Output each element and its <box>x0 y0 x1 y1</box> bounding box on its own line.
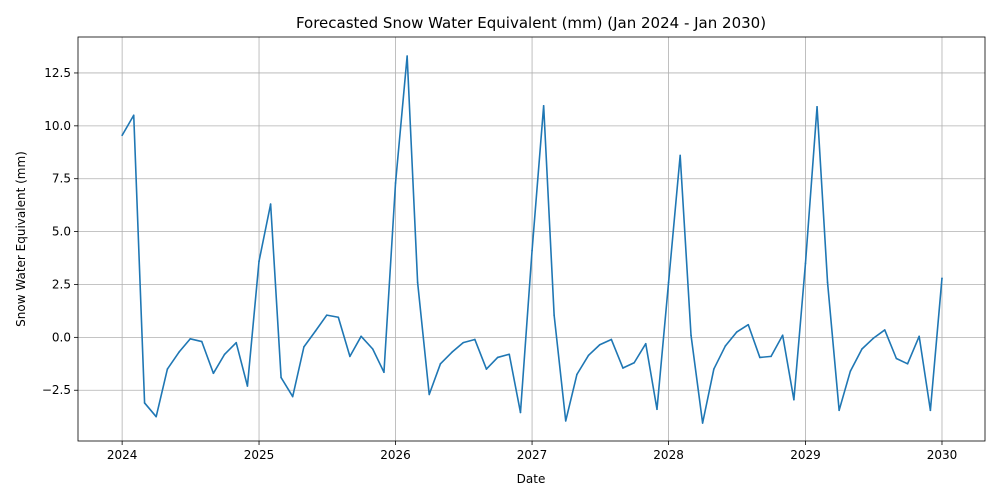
data-point <box>644 342 647 345</box>
data-point <box>941 277 943 279</box>
data-point <box>406 55 408 57</box>
data-point <box>849 370 852 373</box>
data-point <box>349 355 351 358</box>
data-point <box>793 398 795 401</box>
data-point <box>178 351 180 353</box>
y-axis-title: Snow Water Equivalent (mm) <box>14 151 28 327</box>
data-point <box>246 385 249 387</box>
y-tick-label: 7.5 <box>52 172 71 186</box>
data-point <box>280 376 282 379</box>
data-point <box>576 373 578 376</box>
data-point <box>679 154 681 157</box>
data-point <box>883 329 886 331</box>
data-point <box>394 182 397 184</box>
x-tick-label: 2025 <box>244 448 275 462</box>
data-point <box>258 260 260 263</box>
x-axis-title: Date <box>517 472 546 486</box>
x-axis-ticks: 2024 2025 2026 2027 2028 2029 2030 <box>107 441 957 462</box>
chart-title: Forecasted Snow Water Equivalent (mm) (J… <box>296 14 766 32</box>
data-point <box>667 281 670 284</box>
data-point <box>201 340 203 343</box>
data-point <box>337 316 340 319</box>
data-point <box>371 348 374 350</box>
data-point <box>383 371 385 374</box>
y-tick-label: −2.5 <box>42 383 71 397</box>
y-tick-label: 5.0 <box>52 225 71 239</box>
data-point <box>804 262 807 265</box>
series-layer <box>121 55 943 424</box>
data-point <box>519 411 522 414</box>
data-point <box>474 338 476 341</box>
y-tick-label: 12.5 <box>44 66 71 80</box>
x-tick-label: 2027 <box>517 448 548 462</box>
plot-frame <box>77 36 986 442</box>
data-point <box>485 368 488 370</box>
data-point <box>826 281 829 284</box>
y-tick-label: 2.5 <box>52 277 71 291</box>
data-point <box>508 353 511 356</box>
data-point <box>759 356 761 359</box>
data-point <box>610 338 613 341</box>
plot-area-background <box>78 37 985 441</box>
data-point <box>633 361 635 364</box>
data-point <box>325 314 328 316</box>
data-point <box>872 337 874 340</box>
data-point <box>724 345 727 347</box>
data-point <box>223 353 226 356</box>
data-point <box>838 409 840 412</box>
data-point <box>451 351 453 353</box>
data-point <box>121 134 123 137</box>
data-point <box>587 354 590 357</box>
data-point <box>166 368 169 370</box>
y-axis-ticks: −2.5 0.0 2.5 5.0 7.5 10.0 12.5 <box>42 66 78 397</box>
x-tick-label: 2029 <box>790 448 821 462</box>
data-point <box>462 341 465 344</box>
data-point <box>747 323 750 326</box>
data-point <box>531 249 533 252</box>
data-point <box>269 203 272 205</box>
data-point <box>622 367 624 369</box>
data-point <box>360 335 362 338</box>
data-point <box>713 368 715 370</box>
data-point <box>235 341 238 344</box>
data-point <box>781 334 784 337</box>
x-tick-label: 2024 <box>107 448 138 462</box>
data-point <box>155 415 157 418</box>
data-point <box>918 335 920 338</box>
data-point <box>656 408 658 411</box>
data-point <box>303 346 305 348</box>
data-point <box>132 114 135 117</box>
data-point <box>816 106 818 108</box>
data-point <box>416 281 419 284</box>
data-point <box>895 357 898 360</box>
y-tick-label: 0.0 <box>52 330 71 344</box>
x-tick-label: 2026 <box>380 448 411 462</box>
x-tick-label: 2028 <box>653 448 684 462</box>
data-point <box>428 393 431 396</box>
data-point <box>735 331 738 333</box>
data-point <box>553 314 555 316</box>
data-point <box>690 334 692 337</box>
data-point <box>701 422 704 424</box>
data-point <box>564 420 567 422</box>
grid-lines <box>78 37 985 441</box>
data-point <box>929 409 932 412</box>
x-tick-label: 2030 <box>927 448 958 462</box>
data-point <box>770 355 772 358</box>
data-point <box>212 372 215 375</box>
data-point <box>189 338 192 340</box>
y-tick-label: 10.0 <box>44 119 71 133</box>
data-point <box>496 356 499 359</box>
data-point <box>861 348 863 350</box>
data-point <box>598 343 601 346</box>
data-point <box>291 395 294 398</box>
data-point <box>314 330 317 332</box>
data-point <box>143 402 146 404</box>
data-point <box>542 104 545 107</box>
data-point <box>906 363 909 365</box>
data-point <box>439 363 442 365</box>
